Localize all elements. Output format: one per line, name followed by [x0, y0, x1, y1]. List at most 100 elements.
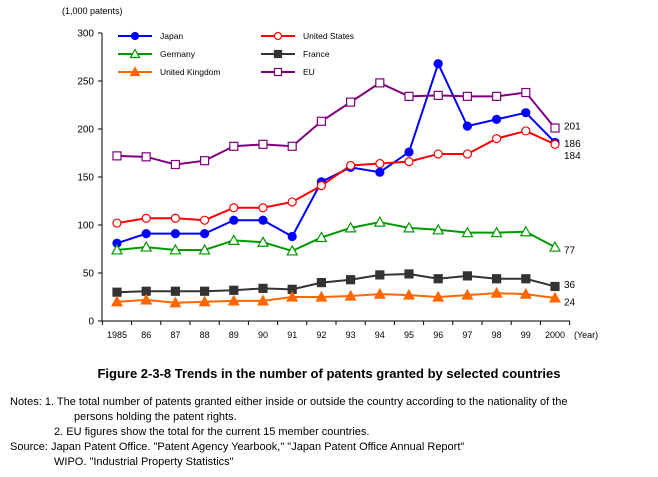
- data-point: [519, 287, 532, 299]
- series-line-japan: [116, 61, 556, 245]
- legend-item-eu: EU: [261, 67, 315, 77]
- data-point: [375, 78, 385, 88]
- data-point: [170, 213, 180, 223]
- notes-block: Notes: 1. The total number of patents gr…: [10, 395, 655, 470]
- data-point: [346, 275, 356, 285]
- data-point: [462, 91, 472, 101]
- series-line-france: [116, 272, 556, 294]
- data-point: [315, 231, 328, 243]
- data-point: [112, 151, 122, 161]
- source-line-1: Source: Japan Patent Office. "Patent Age…: [10, 441, 465, 453]
- data-point: [169, 243, 182, 255]
- series-germany: [110, 215, 562, 256]
- data-point: [432, 223, 445, 235]
- data-point: [548, 291, 562, 303]
- x-tick-label: 94: [375, 330, 385, 340]
- data-point: [229, 203, 239, 213]
- data-point: [433, 90, 443, 101]
- x-tick-label: 86: [141, 330, 151, 340]
- data-point: [344, 289, 357, 301]
- data-point: [140, 293, 153, 305]
- data-point: [141, 213, 151, 223]
- legend-item-japan: Japan: [118, 31, 183, 41]
- data-point: [112, 287, 122, 297]
- data-point: [129, 48, 141, 59]
- series-line-germany: [116, 221, 556, 252]
- data-point: [141, 229, 151, 239]
- data-point: [227, 294, 240, 306]
- data-point: [316, 181, 326, 191]
- end-label: 186: [564, 139, 581, 150]
- data-point: [521, 87, 531, 98]
- x-tick-label: 91: [287, 330, 297, 340]
- note-1: Notes: 1. The total number of patents gr…: [10, 396, 568, 408]
- end-label: 36: [564, 280, 576, 291]
- legend-item-united-states: United States: [261, 31, 354, 41]
- legend-label: EU: [303, 67, 315, 77]
- series-france: [112, 269, 560, 297]
- x-tick-label: 97: [462, 330, 472, 340]
- x-tick-label: 95: [404, 330, 414, 340]
- note-1-continued: persons holding the patent rights.: [74, 411, 237, 423]
- y-tick-label: 100: [77, 221, 94, 232]
- data-point: [492, 134, 502, 144]
- y-tick-label: 50: [83, 269, 95, 280]
- data-point: [169, 296, 182, 308]
- x-tick-label: 92: [316, 330, 326, 340]
- note-2: 2. EU figures show the total for the cur…: [54, 426, 370, 438]
- end-label: 201: [564, 122, 581, 133]
- series-eu: [112, 78, 560, 170]
- data-point: [432, 290, 445, 302]
- legend-item-france: France: [261, 49, 330, 59]
- data-point: [492, 274, 502, 284]
- series-line-united-kingdom: [116, 292, 556, 304]
- x-tick-label: 96: [433, 330, 443, 340]
- source-line-2: WIPO. "Industrial Property Statistics": [54, 456, 234, 468]
- data-point: [490, 226, 503, 238]
- x-tick-label: 87: [170, 330, 180, 340]
- data-point: [229, 141, 239, 151]
- legend-label: France: [303, 49, 330, 59]
- data-point: [344, 221, 357, 233]
- chart-series: [110, 59, 562, 308]
- legend-label: Japan: [160, 31, 183, 41]
- y-tick-label: 150: [77, 173, 94, 184]
- x-tick-label: 89: [229, 330, 239, 340]
- data-point: [273, 49, 283, 59]
- x-tick-label: 93: [346, 330, 356, 340]
- data-point: [550, 139, 560, 149]
- data-point: [404, 157, 414, 167]
- x-tick-label: 98: [492, 330, 502, 340]
- legend-label: Germany: [160, 49, 196, 59]
- data-point: [129, 66, 141, 77]
- data-point: [462, 121, 472, 131]
- data-point: [287, 231, 297, 242]
- end-label: 184: [564, 151, 581, 162]
- end-label: 24: [564, 297, 576, 308]
- data-point: [110, 243, 124, 255]
- data-point: [273, 31, 283, 41]
- x-tick-label: 88: [200, 330, 210, 340]
- x-tick-label: 2000: [545, 330, 565, 340]
- legend-item-united-kingdom: United Kingdom: [118, 66, 220, 77]
- data-point: [200, 156, 210, 166]
- data-point: [404, 91, 414, 101]
- y-tick-label: 250: [77, 77, 94, 88]
- data-point: [402, 221, 416, 233]
- data-point: [402, 288, 416, 300]
- data-point: [229, 215, 239, 225]
- data-point: [170, 286, 180, 296]
- data-point: [170, 229, 180, 239]
- data-point: [315, 290, 328, 302]
- data-point: [316, 116, 326, 126]
- data-point: [258, 283, 268, 293]
- figure-caption: Figure 2-3-8 Trends in the number of pat…: [97, 366, 561, 381]
- data-point: [346, 97, 356, 107]
- series-united-kingdom: [110, 286, 562, 308]
- data-point: [200, 229, 210, 239]
- data-point: [433, 274, 443, 284]
- series-line-united-states: [116, 129, 556, 225]
- x-tick-label: 1985: [107, 330, 127, 340]
- data-point: [346, 160, 356, 171]
